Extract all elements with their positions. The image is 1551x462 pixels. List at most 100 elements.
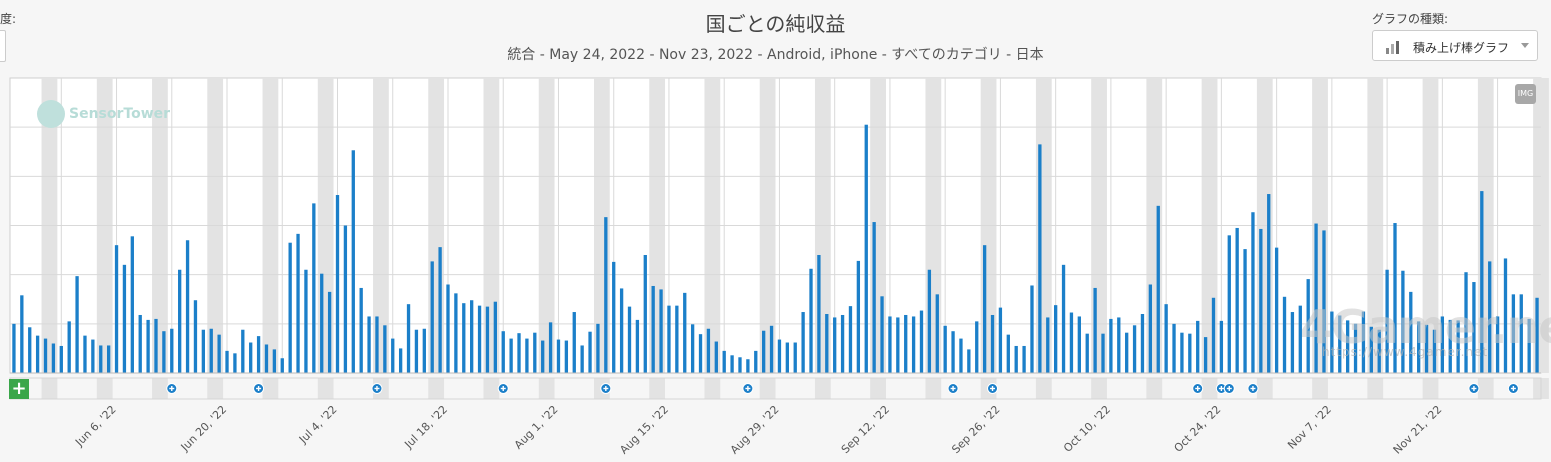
bar (982, 245, 987, 373)
bar (162, 331, 166, 373)
bar (430, 261, 434, 373)
bar (1464, 272, 1468, 373)
bar (1274, 247, 1279, 373)
bar (1148, 284, 1153, 373)
bar (793, 342, 797, 373)
weekend-band-strip (1091, 378, 1107, 399)
bar (1298, 305, 1302, 373)
bar (1140, 314, 1145, 373)
bar (564, 340, 569, 373)
x-tick-label: Nov 21, '22 (1391, 403, 1445, 457)
bar (588, 331, 592, 373)
x-tick-label: Aug 15, '22 (617, 403, 671, 457)
weekend-band-strip (1201, 378, 1218, 399)
export-image-button[interactable]: IMG (1515, 84, 1536, 104)
x-tick-label: Jun 6, '22 (72, 403, 118, 449)
bar (1282, 296, 1287, 373)
bar (170, 328, 174, 373)
x-tick-label: Sep 26, '22 (949, 403, 1002, 456)
bar (840, 314, 845, 373)
bar (825, 314, 829, 373)
bar (320, 273, 324, 373)
x-tick-label: Jul 4, '22 (296, 403, 340, 447)
bar (572, 312, 576, 373)
chart-type-select[interactable]: 積み上げ棒グラフ (1372, 30, 1538, 61)
weekend-band-strip (428, 378, 445, 399)
weekend-band-strip (649, 378, 666, 399)
bar (967, 349, 971, 373)
bar (998, 307, 1003, 373)
bar (1196, 320, 1200, 373)
bar (1527, 318, 1531, 373)
bar (1456, 320, 1460, 373)
bar (1432, 329, 1437, 373)
bar (888, 316, 892, 373)
bar (896, 317, 900, 373)
bar (580, 345, 584, 373)
bar (501, 331, 505, 373)
bar (1227, 235, 1231, 373)
bar (1164, 304, 1168, 373)
bar (919, 310, 924, 373)
bar (1061, 264, 1066, 373)
bar (1046, 317, 1050, 373)
bar (454, 293, 458, 373)
bar (1211, 297, 1216, 373)
bar (375, 316, 379, 373)
bar (959, 338, 963, 373)
bar (1054, 305, 1058, 373)
bar (848, 306, 853, 373)
bar (1440, 316, 1445, 373)
weekend-band-strip (870, 378, 886, 399)
bar (785, 342, 789, 373)
bar (20, 295, 24, 373)
bar (1156, 205, 1160, 373)
bar (619, 288, 624, 373)
watermark: 4Gamer.net (1300, 300, 1551, 354)
x-tick-label: Oct 10, '22 (1061, 403, 1113, 455)
bar (769, 325, 774, 373)
bar (359, 287, 363, 373)
bar (683, 292, 687, 373)
bar (130, 236, 134, 373)
chevron-down-icon (1521, 43, 1529, 48)
weekend-band-strip (41, 378, 58, 399)
bar (201, 329, 206, 373)
bar (675, 305, 679, 373)
bar (1180, 332, 1184, 373)
weekend-band-strip (1312, 378, 1328, 399)
bar (470, 300, 474, 373)
weekend-band-strip (538, 378, 555, 399)
bar (1511, 294, 1516, 373)
bar (1030, 285, 1034, 373)
weekend-band-strip (1256, 378, 1273, 399)
bar (1117, 317, 1121, 373)
left-label: 度: (0, 12, 17, 26)
x-tick-label: Jun 20, '22 (178, 403, 229, 454)
bar (596, 323, 600, 373)
weekend-band-strip (1477, 378, 1494, 399)
bar (1353, 323, 1358, 373)
weekend-band-strip (925, 378, 942, 399)
bar (612, 261, 616, 373)
bar (1093, 287, 1097, 373)
bar (241, 329, 245, 373)
bar (288, 242, 292, 373)
bar (643, 255, 647, 373)
chart-title: 国ごとの純収益 (705, 12, 846, 36)
bar (1125, 332, 1129, 373)
left-dropdown[interactable] (0, 30, 6, 62)
bar (280, 358, 284, 373)
x-tick-label: Oct 24, '22 (1172, 403, 1224, 455)
bar (383, 325, 387, 373)
x-tick-label: Nov 7, '22 (1285, 403, 1334, 452)
bar (777, 339, 782, 373)
bar (1409, 291, 1413, 373)
bar (943, 325, 947, 373)
add-annotation-button[interactable]: + (9, 379, 29, 399)
x-tick-label: Aug 29, '22 (728, 403, 782, 457)
bar (698, 334, 703, 373)
bar (1401, 270, 1405, 373)
bar (856, 260, 861, 373)
bar (114, 245, 119, 373)
